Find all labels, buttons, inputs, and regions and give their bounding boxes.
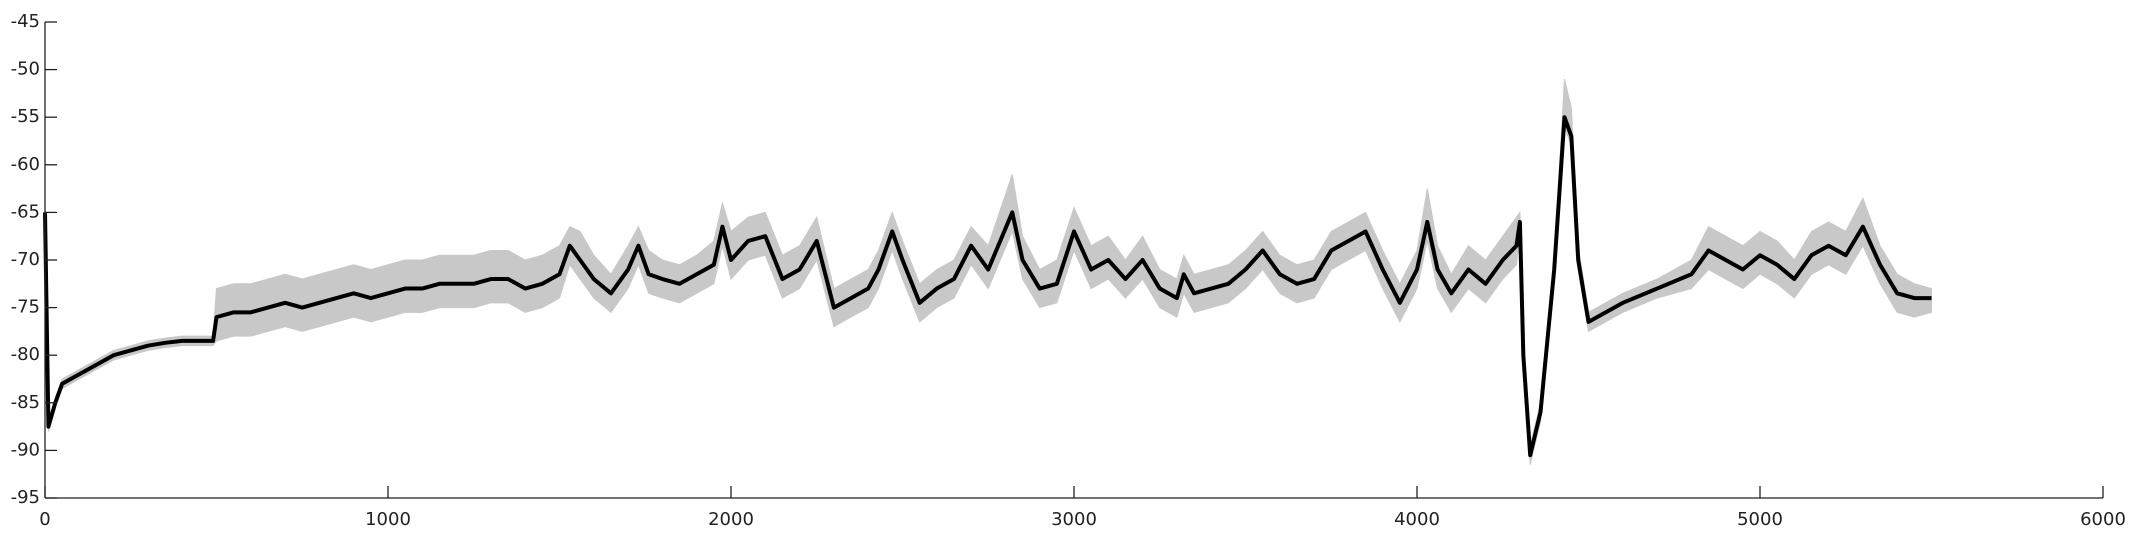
- noise-band: [44, 79, 1932, 465]
- y-tick-label: -60: [11, 154, 40, 175]
- x-tick-label: 4000: [1394, 509, 1440, 530]
- x-tick-label: 6000: [2080, 509, 2126, 530]
- y-tick-label: -45: [11, 11, 40, 32]
- x-tick-label: 3000: [1051, 509, 1097, 530]
- y-tick-label: -95: [11, 487, 40, 508]
- y-tick-label: -85: [11, 392, 40, 413]
- y-tick-label: -75: [11, 297, 40, 318]
- x-tick-label: 1000: [365, 509, 411, 530]
- x-tick-label: 2000: [708, 509, 754, 530]
- mean-line: [43, 115, 1932, 458]
- y-tick-label: -90: [11, 439, 40, 460]
- y-tick-label: -65: [11, 201, 40, 222]
- y-tick-label: -55: [11, 106, 40, 127]
- x-tick-label: 0: [39, 509, 50, 530]
- y-tick-label: -50: [11, 59, 40, 80]
- x-tick-label: 5000: [1737, 509, 1783, 530]
- y-tick-label: -70: [11, 249, 40, 270]
- y-tick-label: -80: [11, 344, 40, 365]
